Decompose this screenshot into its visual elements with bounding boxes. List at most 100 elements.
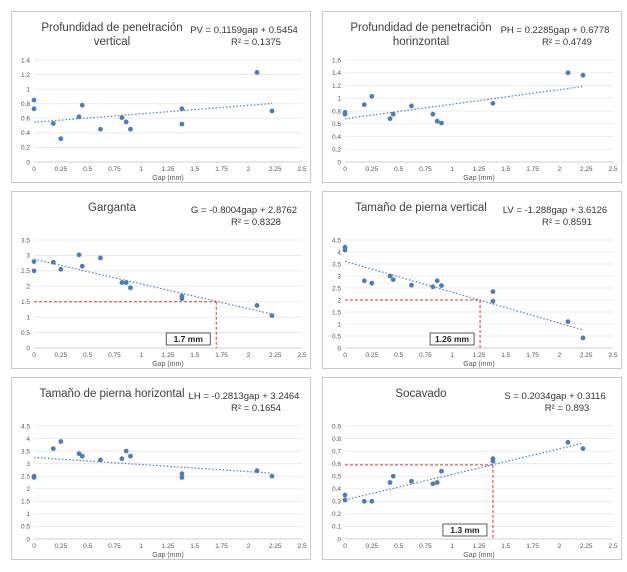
x-tick-label: 0.5 bbox=[394, 166, 403, 173]
trendline bbox=[344, 85, 584, 120]
x-tick-label: 2.25 bbox=[269, 166, 282, 173]
data-point bbox=[98, 126, 103, 132]
data-point bbox=[565, 70, 571, 76]
x-tick-label: 0 bbox=[32, 352, 36, 359]
y-tick-label: 3 bbox=[26, 253, 30, 260]
x-tick-label: 1.75 bbox=[215, 543, 228, 550]
y-tick-label: 0 bbox=[26, 345, 30, 352]
y-tick-label: 1.5 bbox=[21, 499, 30, 506]
chart-title: Profundidad de penetración bbox=[350, 22, 491, 34]
y-tick-label: 3 bbox=[337, 273, 341, 280]
data-point bbox=[439, 120, 444, 126]
y-tick-label: 4 bbox=[337, 249, 341, 256]
data-point bbox=[98, 255, 103, 261]
x-tick-label: 0.75 bbox=[108, 166, 121, 173]
y-tick-label: 2.5 bbox=[332, 285, 341, 292]
data-point bbox=[79, 453, 85, 459]
chart-title: Socavado bbox=[395, 388, 446, 400]
trendline bbox=[33, 258, 273, 315]
x-axis-label: Gap (mm) bbox=[463, 552, 495, 559]
x-axis-label: Gap (mm) bbox=[152, 552, 184, 559]
x-tick-label: 0.25 bbox=[365, 543, 378, 550]
y-tick-label: 2 bbox=[26, 284, 30, 291]
annotation-box bbox=[429, 332, 475, 346]
x-tick-label: 0 bbox=[32, 543, 36, 550]
x-tick-label: 1.5 bbox=[190, 543, 199, 550]
x-tick-label: 1.25 bbox=[473, 166, 486, 173]
r-squared-label: R² = 0.8328 bbox=[231, 217, 281, 228]
y-tick-label: 0 bbox=[337, 345, 341, 352]
x-tick-label: 2 bbox=[558, 352, 562, 359]
r-squared-label: R² = 0.4749 bbox=[542, 37, 592, 48]
data-point bbox=[387, 480, 393, 485]
data-point bbox=[128, 453, 133, 459]
data-point bbox=[361, 278, 367, 284]
x-tick-label: 2.25 bbox=[269, 543, 282, 550]
x-tick-label: 2.5 bbox=[297, 543, 306, 550]
x-tick-label: 0.25 bbox=[54, 352, 67, 359]
x-tick-label: 0 bbox=[343, 352, 347, 359]
annotation-label: 1.26 mm bbox=[435, 334, 469, 344]
data-point bbox=[31, 475, 37, 480]
data-point bbox=[390, 473, 396, 479]
data-point bbox=[387, 273, 393, 279]
x-tick-label: 2.5 bbox=[608, 352, 617, 359]
x-tick-label: 2 bbox=[558, 166, 562, 173]
data-point bbox=[490, 289, 496, 294]
x-tick-label: 1.25 bbox=[162, 352, 175, 359]
y-tick-label: 0 bbox=[26, 159, 30, 166]
x-tick-label: 0.25 bbox=[54, 166, 67, 173]
x-tick-label: 1.25 bbox=[473, 352, 486, 359]
chart-title: vertical bbox=[94, 36, 130, 48]
data-point bbox=[580, 335, 586, 341]
x-tick-label: 2 bbox=[247, 543, 251, 550]
data-point bbox=[254, 303, 260, 308]
data-point bbox=[342, 492, 348, 498]
x-tick-label: 0.25 bbox=[365, 166, 378, 173]
x-tick-label: 1.75 bbox=[526, 543, 539, 550]
chart-title: Tamaño de pierna vertical bbox=[355, 202, 487, 214]
x-tick-label: 1.5 bbox=[501, 543, 510, 550]
data-point bbox=[123, 119, 129, 125]
data-point bbox=[490, 456, 496, 462]
data-point bbox=[430, 284, 436, 290]
x-tick-label: 0.75 bbox=[108, 352, 121, 359]
data-point bbox=[269, 473, 275, 479]
y-tick-label: 0.4 bbox=[332, 486, 341, 493]
data-point bbox=[430, 111, 436, 117]
x-tick-label: 2.25 bbox=[580, 352, 593, 359]
annotation-box bbox=[165, 332, 211, 346]
chart-panel-5: Tamaño de pierna horizontal LH = -0.2813g… bbox=[11, 377, 311, 560]
x-tick-label: 1.25 bbox=[162, 166, 175, 173]
r-squared-label: R² = 0.8591 bbox=[542, 217, 592, 228]
data-point bbox=[76, 114, 82, 120]
data-point bbox=[269, 108, 275, 114]
y-tick-label: 0.5 bbox=[332, 474, 341, 481]
data-point bbox=[179, 471, 185, 477]
data-point bbox=[361, 102, 367, 108]
data-point bbox=[342, 111, 348, 117]
x-tick-label: 0.25 bbox=[54, 543, 67, 550]
data-point bbox=[76, 252, 82, 258]
trendline-equation: S = 0.2034gap + 0.3116 bbox=[504, 391, 605, 402]
y-tick-label: 0.5 bbox=[21, 524, 30, 531]
trendline bbox=[344, 260, 584, 331]
data-point bbox=[490, 298, 496, 304]
data-point bbox=[128, 285, 133, 291]
y-tick-label: 1 bbox=[337, 96, 341, 103]
y-tick-label: 1 bbox=[26, 86, 30, 93]
data-point bbox=[179, 121, 185, 127]
trendline-equation: LH = -0.2813gap + 3.2464 bbox=[189, 391, 300, 402]
data-point bbox=[390, 111, 396, 117]
y-tick-label: 0.3 bbox=[332, 499, 341, 506]
data-point bbox=[31, 268, 37, 274]
x-tick-label: 0.5 bbox=[394, 352, 403, 359]
chart-svg: Profundidad de penetración horinzontal PH … bbox=[332, 22, 618, 182]
y-tick-label: 0.8 bbox=[21, 101, 30, 108]
data-point bbox=[58, 266, 64, 272]
trendline bbox=[33, 102, 273, 123]
y-tick-label: 0.5 bbox=[332, 333, 341, 340]
x-tick-label: 0 bbox=[32, 166, 36, 173]
x-tick-label: 1.5 bbox=[190, 352, 199, 359]
